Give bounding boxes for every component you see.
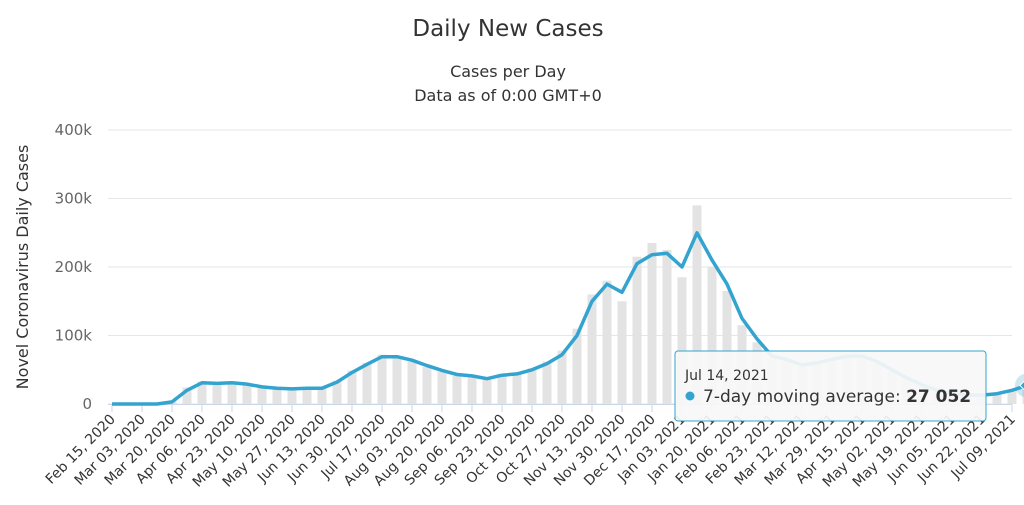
tooltip-separator: : [895, 387, 906, 407]
tooltip-bullet [685, 391, 695, 401]
bar [242, 384, 252, 404]
bar [332, 380, 342, 404]
bar [497, 373, 507, 404]
tooltip: Jul 14, 2021 7-day moving average: 27 05… [674, 350, 987, 422]
bar [317, 387, 327, 404]
tooltip-box [674, 350, 987, 422]
bar [347, 370, 357, 404]
bar [632, 256, 642, 404]
bar [677, 277, 687, 404]
y-tick-label: 0 [82, 395, 92, 413]
bar [722, 290, 732, 404]
bar [467, 376, 477, 404]
chart-subtitle: Data as of 0:00 GMT+0 [414, 86, 602, 105]
bar [452, 375, 462, 404]
chart-subtitle: Cases per Day [450, 62, 566, 81]
bar [212, 384, 222, 404]
bar [587, 294, 597, 404]
tooltip-date: Jul 14, 2021 [684, 368, 769, 384]
bar [992, 394, 1002, 404]
bar [437, 371, 447, 404]
bar [257, 387, 267, 404]
tooltip-value: 27 052 [906, 387, 971, 407]
bar [362, 362, 372, 404]
point-marker [1019, 380, 1024, 391]
bar [557, 350, 567, 404]
bar [227, 382, 237, 404]
bar [527, 368, 537, 404]
tooltip-series: 7-day moving average: 27 052 [703, 387, 971, 407]
bar [482, 379, 492, 404]
bar [197, 381, 207, 404]
y-tick-label: 300k [55, 190, 93, 208]
bar [422, 367, 432, 404]
y-axis-label: Novel Coronavirus Daily Cases [13, 145, 32, 390]
bar [512, 373, 522, 404]
bar [647, 243, 657, 404]
bar [1007, 390, 1017, 404]
bar [542, 361, 552, 404]
bar [302, 387, 312, 404]
bar [182, 387, 192, 404]
bar [1022, 383, 1024, 404]
bar [617, 301, 627, 404]
bar [662, 249, 672, 404]
bar [692, 205, 702, 404]
bar [602, 280, 612, 404]
bar [377, 354, 387, 404]
y-tick-label: 100k [55, 327, 93, 345]
bar [572, 328, 582, 404]
bar [272, 388, 282, 404]
y-tick-label: 400k [55, 121, 93, 139]
tooltip-series-name: 7-day moving average [703, 387, 895, 407]
y-tick-label: 200k [55, 258, 93, 276]
bar [707, 267, 717, 404]
bar [392, 358, 402, 404]
chart-title: Daily New Cases [412, 16, 603, 42]
bar [287, 389, 297, 404]
bar [407, 361, 417, 404]
